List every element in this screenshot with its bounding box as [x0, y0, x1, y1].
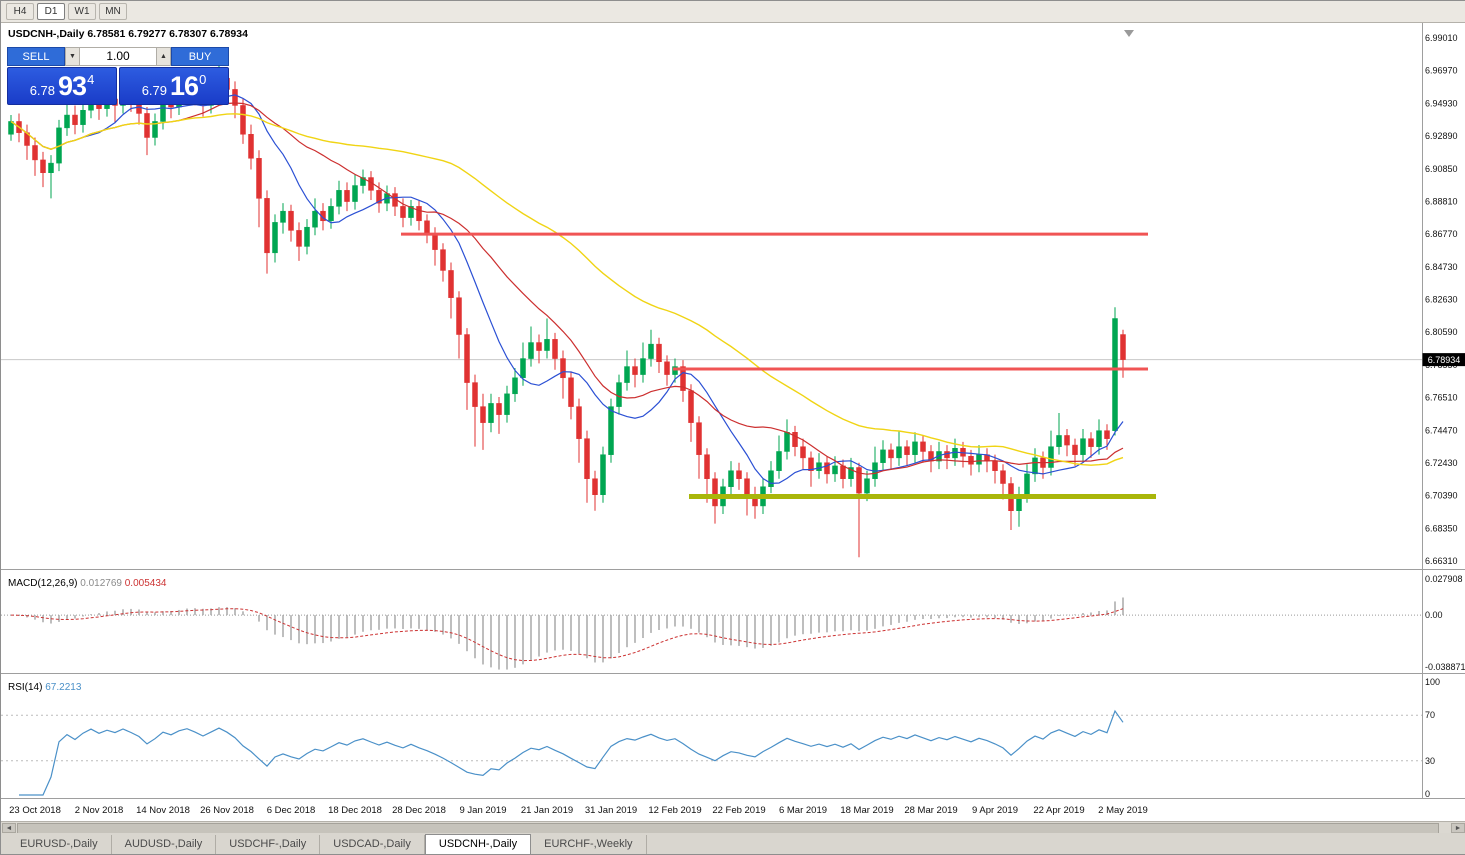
- sell-button[interactable]: SELL: [7, 47, 65, 66]
- svg-text:6.72430: 6.72430: [1425, 458, 1458, 468]
- timeframe-d1-button[interactable]: D1: [37, 3, 65, 20]
- rsi-line: [19, 711, 1123, 795]
- svg-text:6.66310: 6.66310: [1425, 556, 1458, 566]
- svg-text:6.68350: 6.68350: [1425, 523, 1458, 533]
- svg-text:-0.038871: -0.038871: [1425, 662, 1465, 672]
- tab-eurusd-daily[interactable]: EURUSD-,Daily: [7, 835, 112, 854]
- tab-label: USDCAD-,Daily: [333, 838, 411, 850]
- svg-text:2 Nov 2018: 2 Nov 2018: [75, 805, 124, 816]
- svg-text:6 Dec 2018: 6 Dec 2018: [267, 805, 316, 816]
- sell-price-base: 6.78: [30, 83, 55, 98]
- tab-usdcnh-daily[interactable]: USDCNH-,Daily: [425, 834, 531, 854]
- rsi-panel: [1, 711, 1422, 795]
- tab-eurchf-weekly[interactable]: EURCHF-,Weekly: [531, 835, 646, 854]
- svg-text:31 Jan 2019: 31 Jan 2019: [585, 805, 637, 816]
- svg-text:28 Mar 2019: 28 Mar 2019: [904, 805, 957, 816]
- svg-text:6.92890: 6.92890: [1425, 131, 1458, 141]
- tab-label: USDCHF-,Daily: [229, 838, 306, 850]
- one-click-top-row: SELL ▼ 1.00 ▲ BUY: [7, 47, 229, 66]
- tab-label: AUDUSD-,Daily: [125, 838, 203, 850]
- svg-text:2 May 2019: 2 May 2019: [1098, 805, 1148, 816]
- svg-text:0.00: 0.00: [1425, 610, 1443, 620]
- svg-text:28 Dec 2018: 28 Dec 2018: [392, 805, 446, 816]
- chart-tab-bar: EURUSD-,Daily AUDUSD-,Daily USDCHF-,Dail…: [1, 833, 1465, 854]
- macd-signal-line: [11, 609, 1123, 661]
- svg-text:26 Nov 2018: 26 Nov 2018: [200, 805, 254, 816]
- candles: [9, 65, 1126, 557]
- timeframe-h4-button[interactable]: H4: [6, 3, 34, 20]
- svg-text:6.90850: 6.90850: [1425, 164, 1458, 174]
- svg-text:9 Apr 2019: 9 Apr 2019: [972, 805, 1018, 816]
- svg-text:6.84730: 6.84730: [1425, 262, 1458, 272]
- tab-usdcad-daily[interactable]: USDCAD-,Daily: [320, 835, 425, 854]
- svg-text:23 Oct 2018: 23 Oct 2018: [9, 805, 61, 816]
- autoscroll-icon[interactable]: [1124, 30, 1134, 37]
- svg-text:6.74470: 6.74470: [1425, 425, 1458, 435]
- svg-text:6.94930: 6.94930: [1425, 98, 1458, 108]
- volume-input[interactable]: 1.00: [80, 47, 156, 66]
- svg-text:6.99010: 6.99010: [1425, 33, 1458, 43]
- svg-text:12 Feb 2019: 12 Feb 2019: [648, 805, 701, 816]
- tab-usdchf-daily[interactable]: USDCHF-,Daily: [216, 835, 320, 854]
- buy-button[interactable]: BUY: [171, 47, 229, 66]
- rsi-label: RSI(14) 67.2213: [8, 682, 82, 693]
- svg-text:6.80590: 6.80590: [1425, 327, 1458, 337]
- tab-label: USDCNH-,Daily: [439, 838, 517, 850]
- svg-text:6.86770: 6.86770: [1425, 229, 1458, 239]
- svg-text:21 Jan 2019: 21 Jan 2019: [521, 805, 573, 816]
- scroll-left-icon[interactable]: ◄: [2, 823, 16, 833]
- timeframe-mn-button[interactable]: MN: [99, 3, 127, 20]
- svg-text:6.70390: 6.70390: [1425, 491, 1458, 501]
- volume-decrease-button[interactable]: ▼: [65, 47, 80, 66]
- svg-text:18 Dec 2018: 18 Dec 2018: [328, 805, 382, 816]
- macd-label: MACD(12,26,9) 0.012769 0.005434: [8, 578, 167, 589]
- buy-price-pips: 16: [170, 71, 198, 102]
- timeframe-w1-button[interactable]: W1: [68, 3, 96, 20]
- svg-text:6.78934: 6.78934: [1428, 355, 1461, 365]
- sell-price-point: 4: [87, 72, 94, 87]
- buy-price-point: 0: [199, 72, 206, 87]
- svg-text:6.76510: 6.76510: [1425, 393, 1458, 403]
- tab-audusd-daily[interactable]: AUDUSD-,Daily: [112, 835, 217, 854]
- buy-price-base: 6.79: [142, 83, 167, 98]
- svg-text:22 Feb 2019: 22 Feb 2019: [712, 805, 765, 816]
- svg-text:6.82630: 6.82630: [1425, 295, 1458, 305]
- toolbar: H4 D1 W1 MN: [1, 1, 1465, 23]
- ma-mid-line: [11, 103, 1123, 474]
- svg-text:100: 100: [1425, 677, 1440, 687]
- main-price-panel: [1, 30, 1422, 557]
- svg-text:70: 70: [1425, 710, 1435, 720]
- scroll-right-icon[interactable]: ►: [1451, 823, 1465, 833]
- ma-slow-line: [11, 114, 1123, 465]
- svg-text:6.88810: 6.88810: [1425, 196, 1458, 206]
- svg-text:9 Jan 2019: 9 Jan 2019: [459, 805, 506, 816]
- chart-title: USDCNH-,Daily 6.78581 6.79277 6.78307 6.…: [8, 28, 248, 40]
- tab-label: EURCHF-,Weekly: [544, 838, 632, 850]
- sell-price-pips: 93: [58, 71, 86, 102]
- macd-panel: [1, 598, 1422, 670]
- ma-fast-line: [11, 95, 1123, 484]
- svg-text:6 Mar 2019: 6 Mar 2019: [779, 805, 827, 816]
- svg-text:30: 30: [1425, 756, 1435, 766]
- svg-text:6.96970: 6.96970: [1425, 66, 1458, 76]
- volume-increase-button[interactable]: ▲: [156, 47, 171, 66]
- tab-label: EURUSD-,Daily: [20, 838, 98, 850]
- svg-text:14 Nov 2018: 14 Nov 2018: [136, 805, 190, 816]
- svg-text:0.027908: 0.027908: [1425, 574, 1463, 584]
- svg-text:0: 0: [1425, 789, 1430, 799]
- svg-text:18 Mar 2019: 18 Mar 2019: [840, 805, 893, 816]
- chart-canvas[interactable]: USDCNH-,Daily 6.78581 6.79277 6.78307 6.…: [1, 1, 1465, 821]
- horizontal-scrollbar[interactable]: ◄ ►: [1, 821, 1465, 833]
- svg-text:22 Apr 2019: 22 Apr 2019: [1033, 805, 1084, 816]
